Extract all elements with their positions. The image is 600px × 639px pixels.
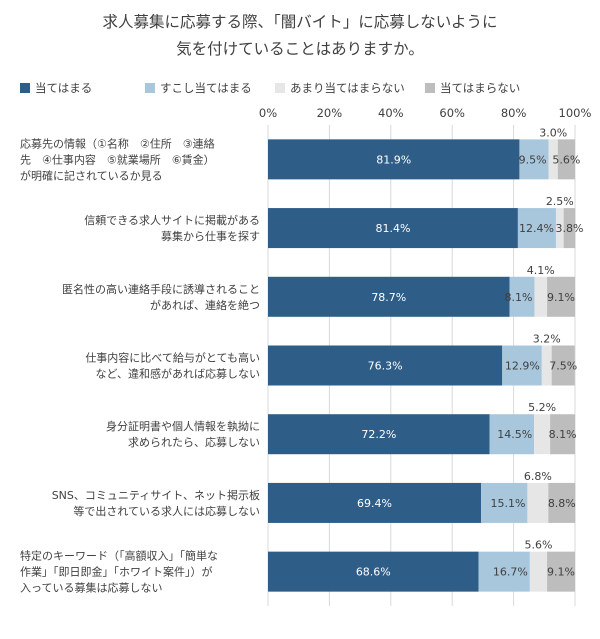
category-label: 先 ④仕事内容 ⑤就業場所 ⑥賃金） [20,152,215,166]
data-label: 15.1% [490,497,525,510]
data-label: 72.2% [361,428,396,441]
x-tick-label: 40% [378,106,404,120]
data-label: 16.7% [493,566,528,579]
bar-segment [534,414,551,455]
data-labels: 81.9% 9.5% 3.0% 5.6% 81.4% 12.4% 2.5% 3.8% 78.7%… [356,126,584,578]
title-line: 求人募集に応募する際、「闇バイト」に応募しないように [103,13,498,31]
legend-label: 当てはまらない [440,81,520,95]
data-label: 9.1% [547,566,575,579]
title-line: 気を付けていることはありますか。 [176,40,424,58]
x-tick-label: 100% [559,106,592,120]
bar-segment [268,414,490,455]
x-axis-ticks: 0% 20% 40% 60% 80% 100% [259,106,592,120]
bar-segment [502,345,542,386]
bar-segment [551,345,575,386]
bar-segment [509,276,535,317]
chart-title: 求人募集に応募する際、「闇バイト」に応募しないように気を付けていることはあります… [103,13,498,58]
legend-swatch [145,83,155,93]
legend-label: あまり当てはまらない [290,81,405,95]
category-label: 等で出されている求人には応募しない [73,504,260,518]
bar-segment [268,551,479,592]
category-label: 匿名性の高い連絡手段に誘導されること [62,282,260,296]
category-label: 特定のキーワード（「高額収入」「簡単な [20,549,218,563]
bar-segment [517,208,556,249]
data-label: 5.6% [552,153,580,166]
legend-label: 当てはまる [35,81,92,95]
bar-segment [268,208,518,249]
bar-segment [550,414,575,455]
category-label: があれば、連絡を絶つ [150,298,260,312]
bars [268,139,576,592]
bar-segment [527,482,549,523]
data-label: 12.9% [505,360,540,373]
data-label: 9.1% [547,291,575,304]
bar-segment [555,208,564,249]
legend: 当てはまる すこし当てはまる あまり当てはまらない 当てはまらない [20,81,520,95]
legend-swatch [20,83,30,93]
data-label: 4.1% [527,264,555,277]
data-label: 8.8% [548,497,576,510]
data-label: 14.5% [497,428,532,441]
bar-segment [547,276,575,317]
data-label: 81.9% [376,153,411,166]
data-label: 81.4% [375,222,410,235]
bar-segment [268,482,482,523]
category-label: 仕事内容に比べて給与がとても高い [85,351,260,365]
category-label: が明確に記されているか見る [20,168,163,182]
category-label: 入っている募集は応募しない [20,581,162,595]
bar-segment [534,276,548,317]
bar-segment [268,276,510,317]
data-label: 8.1% [505,291,533,304]
bar-segment [541,345,552,386]
data-label: 76.3% [368,360,403,373]
x-tick-label: 0% [259,106,277,120]
data-label: 2.5% [546,195,574,208]
data-label: 5.2% [528,401,556,414]
bar-segment [519,139,549,180]
bar-segment [563,208,576,249]
data-label: 5.6% [524,539,552,552]
category-label: 応募先の情報（①名称 ②住所 ③連絡 [20,136,215,150]
x-tick-label: 20% [317,106,343,120]
bar-segment [548,482,576,523]
category-label: 作業」「即日即金」「ホワイト案件」）が [20,565,213,579]
data-label: 6.8% [524,470,552,483]
category-label: 募集から仕事を探す [161,229,260,243]
data-label: 3.0% [539,126,567,139]
bar-segment [548,139,558,180]
bar-segment [478,551,530,592]
bar-segment [529,551,548,592]
data-label: 3.2% [533,333,561,346]
data-label: 78.7% [371,291,406,304]
data-label: 12.4% [519,222,554,235]
data-label: 69.4% [357,497,392,510]
bar-segment [557,139,575,180]
bar-segment [547,551,575,592]
category-label: 信頼できる求人サイトに掲載がある [84,213,260,227]
legend-swatch [275,83,285,93]
data-label: 9.5% [519,153,547,166]
category-label: SNS、コミュニティサイト、ネット掲示板 [52,488,260,502]
data-label: 68.6% [356,566,391,579]
bar-segment [268,139,520,180]
bar-segment [489,414,535,455]
data-label: 3.8% [555,222,583,235]
legend-label: すこし当てはまる [160,81,252,95]
x-tick-label: 60% [439,106,465,120]
legend-swatch [425,83,435,93]
category-label: 求められたら、応募しない [128,435,260,449]
category-label: など、違和感があれば応募しない [96,367,260,381]
bar-segment [481,482,528,523]
data-label: 8.1% [549,428,577,441]
category-label: 身分証明書や個人情報を執拗に [106,419,260,433]
data-label: 7.5% [549,360,577,373]
bar-segment [268,345,503,386]
x-tick-label: 80% [501,106,527,120]
